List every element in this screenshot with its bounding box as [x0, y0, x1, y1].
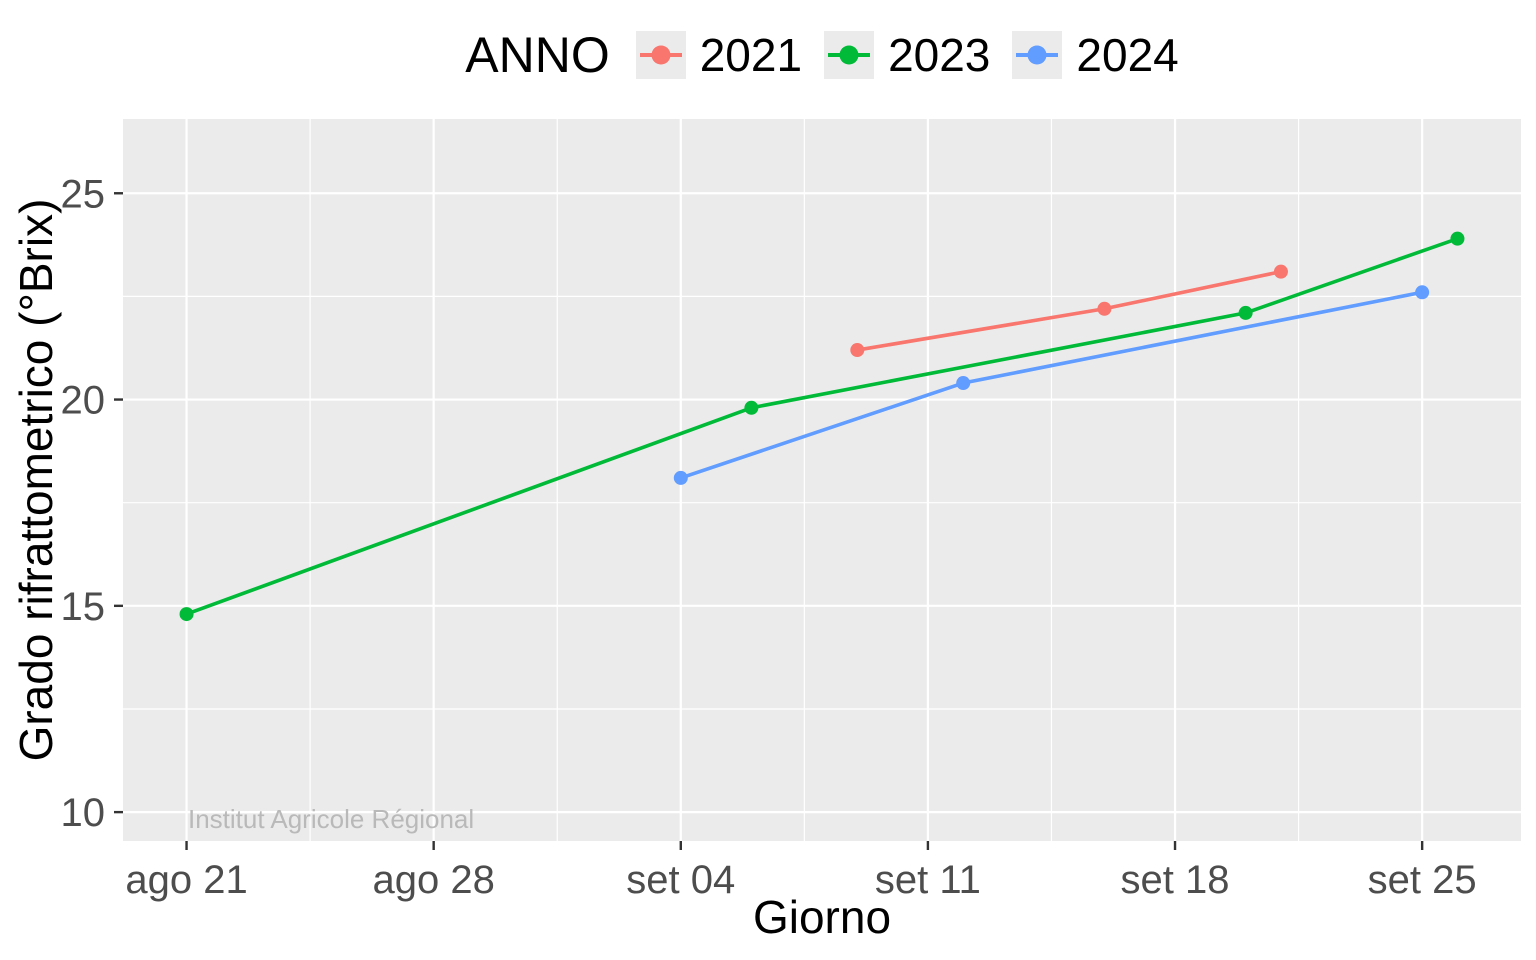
- y-tick-label-25: 25: [61, 172, 106, 216]
- legend-key-icon-2021: [635, 31, 686, 79]
- legend-key-icon-2024: [1012, 31, 1063, 79]
- legend-label-2023: 2023: [888, 29, 991, 81]
- series-line-2023: [185, 236, 1459, 616]
- legend-label-2021: 2021: [699, 29, 803, 81]
- y-tick-label-15: 15: [61, 585, 106, 629]
- data-point-2023-ago-21: [179, 607, 194, 622]
- legend-key-icon-2023: [824, 31, 875, 79]
- x-tick-label-ago-28: ago 28: [372, 858, 494, 902]
- y-tick-label-10: 10: [61, 791, 106, 835]
- legend-item-2021: 2021: [635, 28, 803, 82]
- x-tick-label-ago-21: ago 21: [125, 858, 247, 902]
- data-point-2023-set-26: [1450, 231, 1465, 246]
- data-point-2023-set-06: [744, 400, 759, 415]
- data-point-2024-set-25: [1415, 285, 1430, 300]
- legend-label-2024: 2024: [1076, 29, 1179, 81]
- x-tick-label-set-18: set 18: [1121, 858, 1230, 902]
- data-point-2021-set-21: [1273, 264, 1288, 279]
- legend: ANNO 2021 2023 2024: [123, 20, 1521, 90]
- y-tick-label-20: 20: [61, 379, 106, 423]
- plot-panel: [123, 119, 1521, 841]
- data-point-2024-set-12: [956, 376, 971, 391]
- data-point-2021-set-09: [850, 343, 865, 358]
- x-tick-label-set-11: set 11: [875, 858, 981, 902]
- legend-title: ANNO: [465, 27, 610, 83]
- data-point-2023-set-20: [1238, 305, 1253, 320]
- watermark: Institut Agricole Régional: [188, 804, 475, 834]
- data-point-2021-set-16: [1097, 301, 1112, 316]
- x-tick-label-set-04: set 04: [626, 858, 735, 902]
- legend-item-2024: 2024: [1012, 28, 1179, 82]
- x-tick-label-set-25: set 25: [1368, 858, 1477, 902]
- x-axis-title: Giorno: [752, 891, 892, 943]
- data-point-2024-set-04: [673, 470, 688, 485]
- legend-item-2023: 2023: [824, 28, 990, 82]
